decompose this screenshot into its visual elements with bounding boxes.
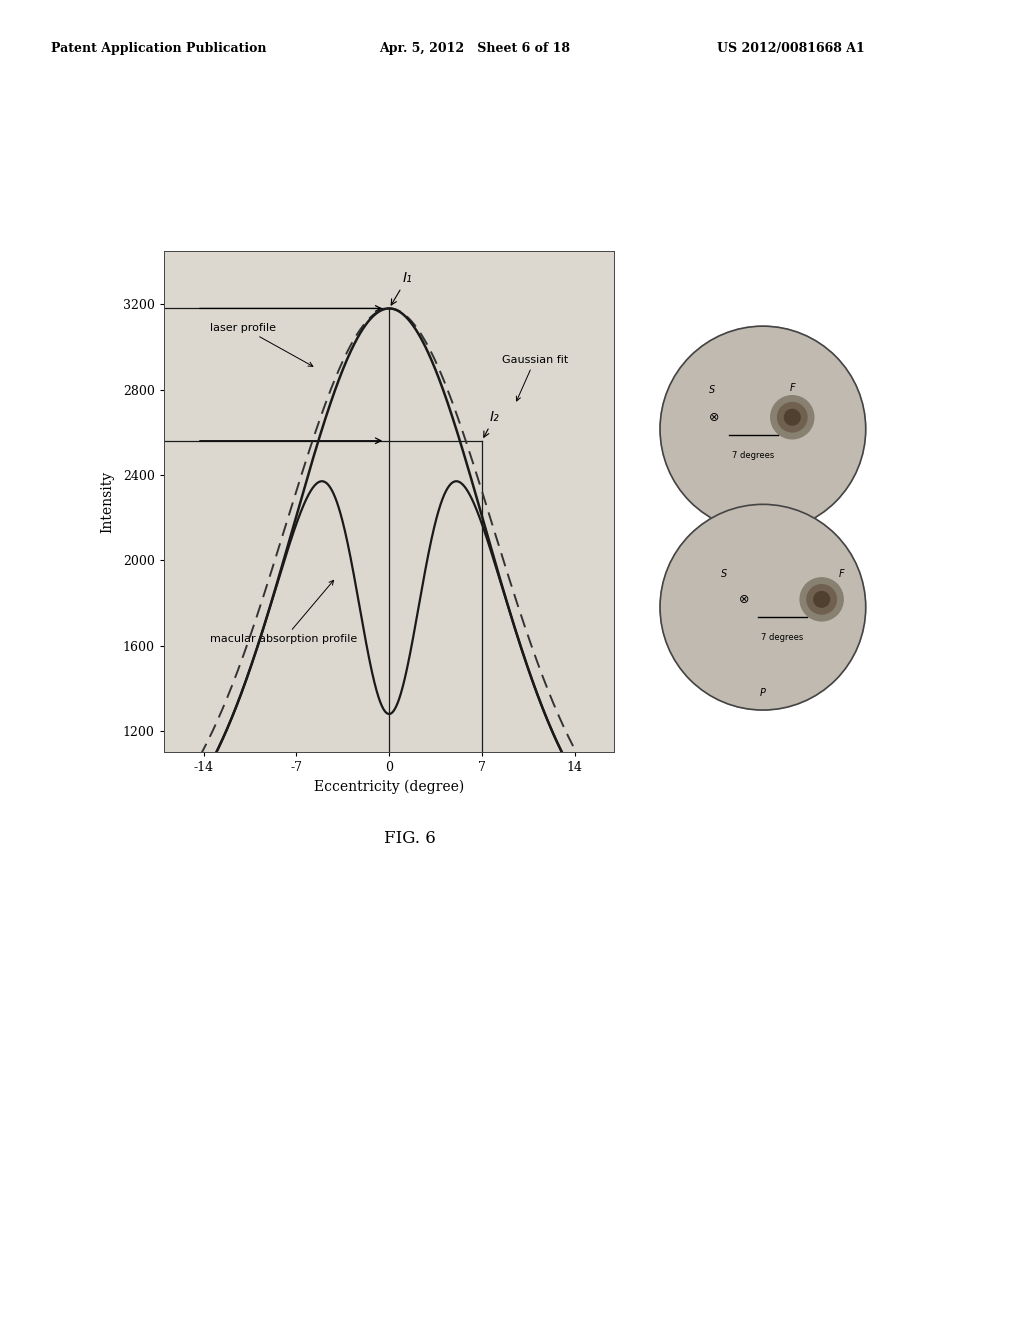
Text: $\otimes$: $\otimes$ — [737, 593, 749, 606]
Circle shape — [807, 585, 837, 614]
Y-axis label: Intensity: Intensity — [100, 470, 115, 533]
Text: Gaussian fit: Gaussian fit — [502, 355, 568, 401]
Text: 7 degrees: 7 degrees — [732, 450, 774, 459]
Text: P: P — [760, 511, 766, 520]
Circle shape — [777, 403, 807, 432]
Circle shape — [771, 396, 814, 438]
Text: Patent Application Publication: Patent Application Publication — [51, 42, 266, 55]
Circle shape — [784, 409, 800, 425]
Text: 7 degrees: 7 degrees — [762, 632, 804, 642]
Text: US 2012/0081668 A1: US 2012/0081668 A1 — [717, 42, 864, 55]
Circle shape — [814, 591, 829, 607]
Text: laser profile: laser profile — [210, 322, 313, 367]
Text: S: S — [709, 385, 715, 395]
Text: $\otimes$: $\otimes$ — [709, 411, 720, 424]
Text: FIG. 6: FIG. 6 — [384, 830, 435, 846]
Text: S: S — [721, 569, 727, 579]
Text: I₁: I₁ — [391, 271, 412, 305]
Circle shape — [800, 578, 843, 620]
Text: F: F — [839, 569, 844, 579]
X-axis label: Eccentricity (degree): Eccentricity (degree) — [314, 780, 464, 795]
Text: macular absorption profile: macular absorption profile — [210, 581, 357, 644]
Text: I₂: I₂ — [483, 409, 500, 437]
Text: Apr. 5, 2012   Sheet 6 of 18: Apr. 5, 2012 Sheet 6 of 18 — [379, 42, 570, 55]
Circle shape — [660, 326, 865, 532]
Circle shape — [660, 504, 865, 710]
Text: P: P — [760, 689, 766, 698]
Text: F: F — [790, 383, 795, 393]
